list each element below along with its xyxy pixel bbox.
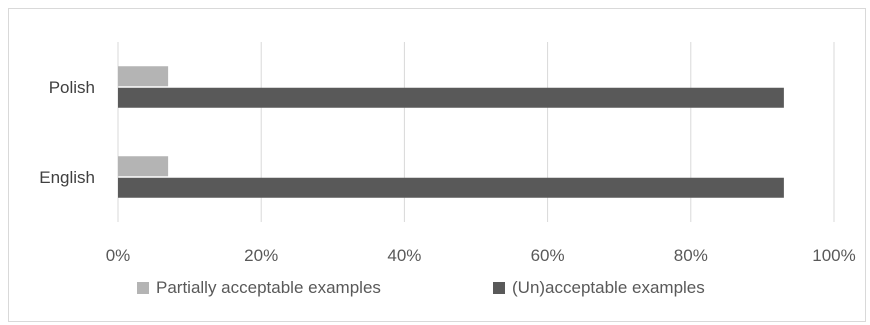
bars (118, 66, 784, 198)
bar-english-series-2 (118, 177, 784, 198)
category-labels: English Polish (39, 78, 95, 187)
legend-swatch (137, 282, 149, 294)
legend-label: (Un)acceptable examples (512, 278, 705, 297)
x-tick-label: 100% (812, 246, 855, 265)
x-tick-label: 0% (106, 246, 131, 265)
x-tick-label: 40% (387, 246, 421, 265)
x-tick-labels: 0% 20% 40% 60% 80% 100% (106, 246, 856, 265)
x-tick-label: 60% (531, 246, 565, 265)
bar-polish-series-2 (118, 87, 784, 108)
category-label: English (39, 168, 95, 187)
x-tick-label: 20% (244, 246, 278, 265)
bar-polish-series-1 (118, 66, 169, 87)
legend-label: Partially acceptable examples (156, 278, 381, 297)
category-label: Polish (49, 78, 95, 97)
legend: Partially acceptable examples (Un)accepta… (137, 278, 705, 297)
bar-english-series-1 (118, 156, 169, 177)
legend-swatch (493, 282, 505, 294)
x-tick-label: 80% (674, 246, 708, 265)
